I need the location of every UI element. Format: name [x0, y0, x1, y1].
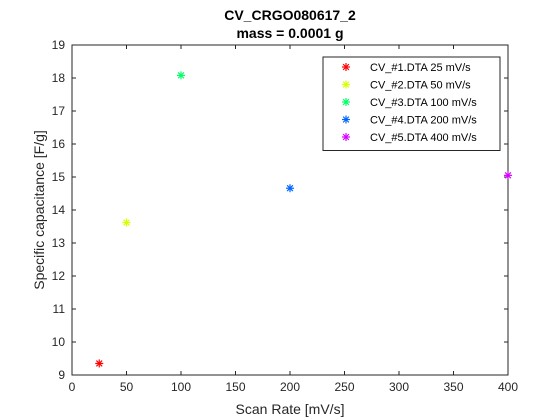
y-tick-label: 11	[53, 302, 66, 316]
legend-marker	[342, 115, 350, 124]
x-axis-label: Scan Rate [mV/s]	[236, 401, 345, 417]
data-point	[286, 184, 294, 193]
y-axis-label: Specific capacitance [F/g]	[31, 130, 47, 290]
x-tick-label: 0	[69, 380, 76, 394]
legend: CV_#1.DTA 25 mV/s CV_#2.DTA 50 mV/s CV_#3.…	[322, 56, 501, 151]
x-tick-label: 150	[225, 380, 245, 394]
y-tick-label: 16	[52, 137, 66, 151]
y-tick-label: 9	[58, 368, 65, 382]
y-tick-label: 13	[52, 236, 66, 250]
legend-entry: CV_#5.DTA 400 mV/s	[370, 132, 477, 144]
legend-entry: CV_#4.DTA 200 mV/s	[370, 115, 477, 127]
legend-entry: CV_#1.DTA 25 mV/s	[370, 62, 471, 74]
data-point	[122, 218, 131, 227]
y-tick-label: 15	[52, 170, 66, 184]
chart-title: CV_CRGO080617_2	[224, 7, 356, 23]
y-tick-label: 18	[52, 71, 66, 85]
legend-box	[322, 56, 501, 151]
y-tick-label: 19	[52, 38, 66, 52]
data-points	[95, 71, 512, 368]
x-tick-label: 250	[334, 380, 354, 394]
y-tick-label: 10	[52, 335, 66, 349]
legend-marker	[342, 63, 350, 71]
legend-marker	[342, 80, 350, 89]
legend-marker	[342, 98, 350, 106]
y-tick-label: 17	[52, 104, 66, 118]
x-tick-label: 350	[443, 380, 463, 394]
x-tick-label: 200	[280, 380, 300, 394]
x-tick-label: 100	[171, 380, 191, 394]
x-tick-label: 50	[120, 380, 134, 394]
x-tick-label: 300	[389, 380, 409, 394]
legend-entry: CV_#2.DTA 50 mV/s	[370, 80, 471, 92]
x-tick-label: 400	[498, 380, 518, 394]
y-tick-label: 14	[52, 203, 66, 217]
legend-marker	[342, 133, 350, 141]
x-axis: 0 50 100 150 200 250 300 350 400	[69, 45, 518, 394]
legend-entry: CV_#3.DTA 100 mV/s	[370, 97, 477, 109]
chart-subtitle: mass = 0.0001 g	[236, 25, 343, 41]
y-tick-label: 12	[52, 269, 66, 283]
y-axis: 9 10 11 12 13 14 15 16 17 18 19	[52, 38, 508, 382]
data-point	[504, 171, 512, 180]
data-point	[95, 359, 104, 368]
data-point	[177, 71, 185, 80]
